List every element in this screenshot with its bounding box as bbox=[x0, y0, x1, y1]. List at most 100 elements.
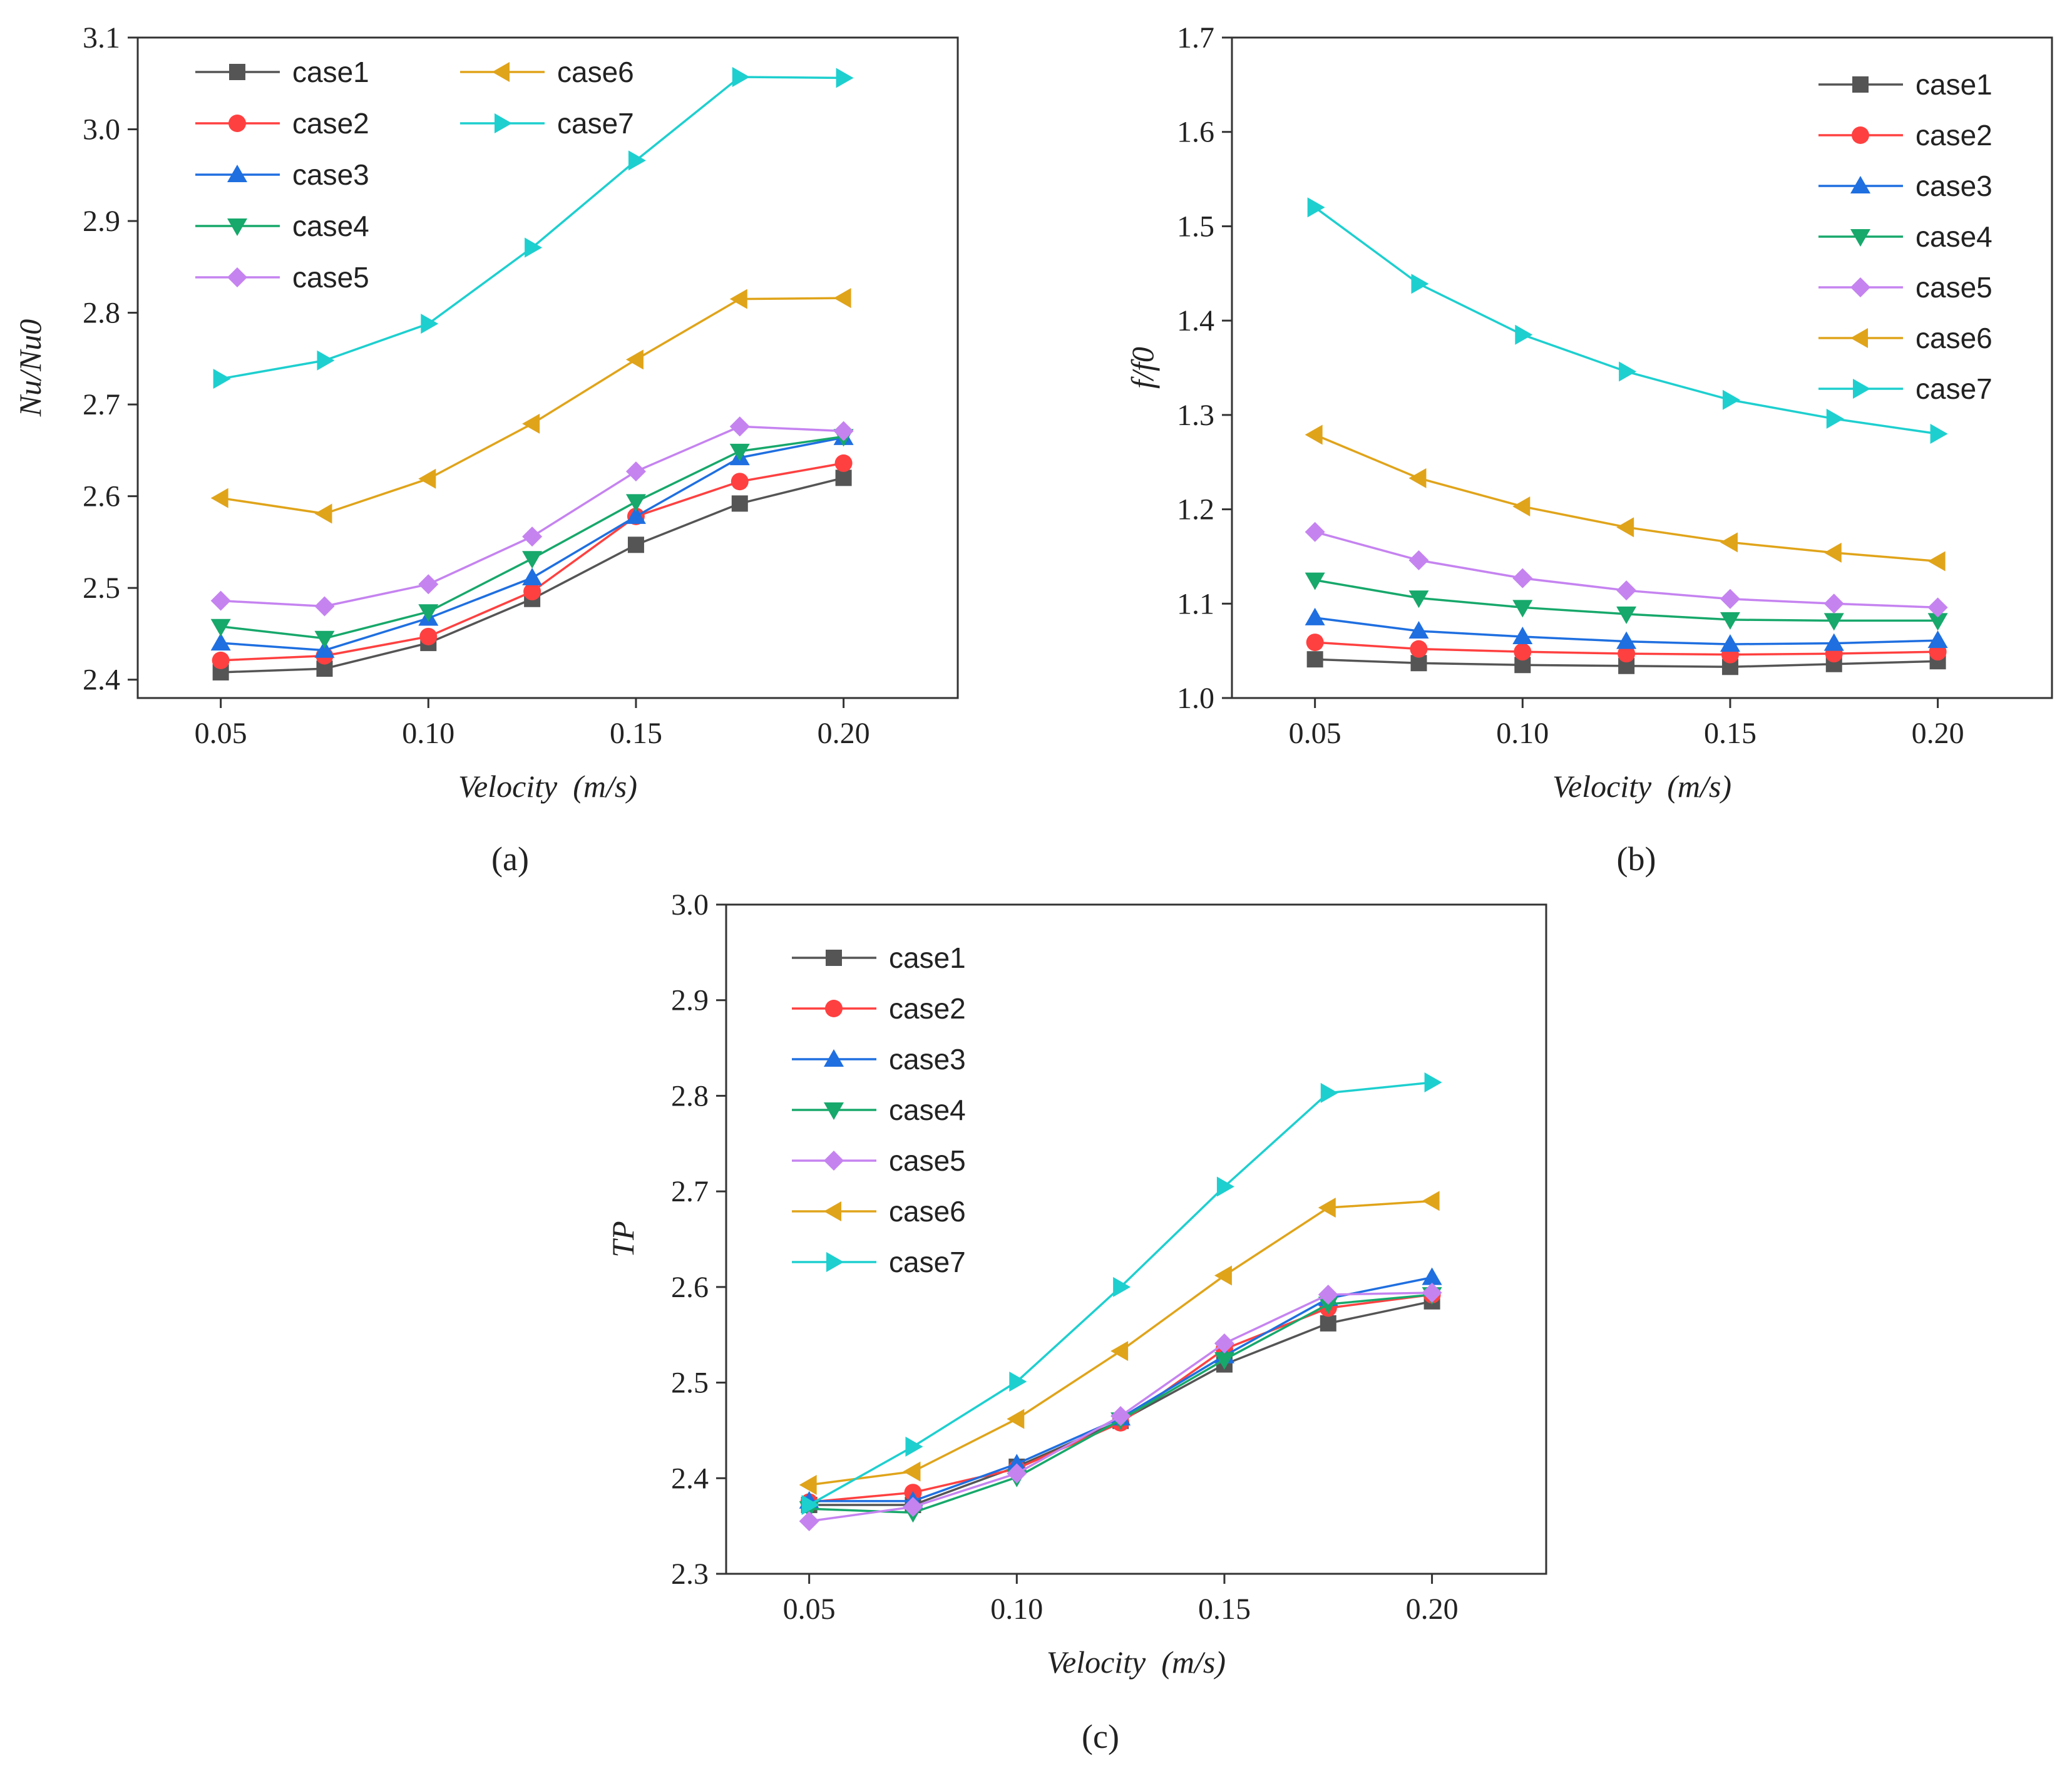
legend-label: case4 bbox=[292, 210, 369, 242]
data-point-case5 bbox=[1007, 1463, 1027, 1484]
panel-caption: (b) bbox=[1617, 840, 1656, 878]
data-point-case7 bbox=[213, 369, 231, 389]
legend-marker bbox=[227, 267, 247, 287]
legend-item-case5: case5 bbox=[195, 261, 369, 294]
y-tick-label: 1.0 bbox=[1177, 682, 1214, 715]
data-point-case6 bbox=[729, 289, 747, 309]
y-tick-label: 2.5 bbox=[671, 1367, 709, 1400]
data-point-case6 bbox=[1823, 542, 1842, 563]
y-tick-label: 2.7 bbox=[83, 388, 120, 421]
data-point-case6 bbox=[903, 1461, 921, 1482]
panel-caption: (c) bbox=[1082, 1718, 1119, 1755]
legend-item-case6: case6 bbox=[460, 56, 634, 88]
chart-panel-3: 2.3 2.4 2.5 2.6 2.7 2.8 2.9 3.0 0.05 0.10 0.15 0.20… bbox=[605, 888, 1547, 1755]
data-point-case4 bbox=[1616, 606, 1637, 624]
data-point-case5 bbox=[522, 526, 543, 547]
legend-item-case3: case3 bbox=[1818, 170, 1993, 202]
data-point-case5 bbox=[1305, 521, 1325, 542]
legend-label: case4 bbox=[1916, 220, 1993, 253]
legend-label: case6 bbox=[889, 1195, 966, 1228]
data-point-case4 bbox=[1927, 613, 1948, 631]
y-tick-label: 1.6 bbox=[1177, 116, 1214, 149]
legend-marker bbox=[826, 950, 842, 966]
data-point-case3 bbox=[1007, 1454, 1027, 1472]
series-case5 bbox=[799, 1283, 1442, 1532]
data-point-case7 bbox=[1307, 197, 1325, 218]
data-point-case5 bbox=[1214, 1333, 1234, 1353]
data-point-case6 bbox=[522, 413, 540, 434]
legend-marker bbox=[824, 1049, 844, 1067]
legend-label: case5 bbox=[889, 1144, 966, 1177]
data-point-case2 bbox=[1514, 643, 1532, 661]
panel-caption: (a) bbox=[491, 840, 529, 878]
y-tick-label: 2.8 bbox=[671, 1079, 709, 1112]
legend-item-case4: case4 bbox=[195, 210, 369, 242]
data-point-case4 bbox=[1318, 1296, 1338, 1315]
x-axis-title: Velocity (m/s) bbox=[1047, 1645, 1226, 1680]
series-case1 bbox=[1306, 651, 1946, 675]
series-case7 bbox=[213, 67, 854, 389]
x-tick-label: 0.05 bbox=[195, 717, 247, 750]
y-tick-label: 3.0 bbox=[671, 888, 709, 921]
legend: case1 case2 case3 case4 case5 case6 case7 bbox=[792, 942, 966, 1278]
data-point-case5 bbox=[210, 590, 231, 611]
legend-label: case1 bbox=[292, 56, 369, 88]
y-axis-title: TP bbox=[605, 1221, 640, 1257]
series-case4 bbox=[1305, 572, 1948, 631]
legend-marker bbox=[826, 1252, 844, 1272]
data-point-case6 bbox=[1422, 1191, 1440, 1211]
y-tick-label: 2.5 bbox=[83, 572, 120, 605]
data-point-case5 bbox=[314, 596, 335, 617]
legend-marker bbox=[824, 1151, 844, 1171]
data-point-case6 bbox=[1616, 517, 1634, 538]
series-line-case3 bbox=[809, 1276, 1432, 1502]
data-point-case6 bbox=[833, 288, 851, 309]
y-tick-label: 3.0 bbox=[83, 113, 120, 146]
legend-marker bbox=[227, 218, 247, 236]
legend-item-case1: case1 bbox=[195, 56, 369, 88]
data-point-case7 bbox=[628, 150, 646, 171]
data-point-case4 bbox=[314, 630, 335, 649]
series-line-case6 bbox=[809, 1199, 1432, 1486]
legend-item-case1: case1 bbox=[1818, 68, 1993, 101]
x-tick-label: 0.15 bbox=[610, 717, 662, 750]
legend-item-case2: case2 bbox=[1818, 119, 1993, 151]
legend-item-case7: case7 bbox=[460, 107, 634, 140]
legend-label: case5 bbox=[1916, 271, 1993, 304]
legend: case1 case2 case3 case4 case5 case6 case7 bbox=[195, 56, 634, 294]
data-point-case4 bbox=[729, 443, 750, 461]
x-tick-label: 0.10 bbox=[1496, 717, 1549, 750]
data-point-case5 bbox=[833, 421, 854, 441]
data-point-case4 bbox=[1720, 612, 1740, 630]
data-point-case1 bbox=[1306, 651, 1323, 668]
y-tick-label: 2.3 bbox=[671, 1558, 709, 1591]
data-point-case7 bbox=[1619, 361, 1637, 382]
data-point-case7 bbox=[317, 350, 335, 371]
data-point-case7 bbox=[905, 1436, 923, 1457]
data-point-case7 bbox=[1515, 324, 1533, 345]
data-point-case6 bbox=[799, 1474, 817, 1495]
legend-marker bbox=[227, 165, 247, 182]
legend-item-case3: case3 bbox=[195, 158, 369, 191]
data-point-case7 bbox=[1320, 1082, 1338, 1103]
legend-label: case3 bbox=[292, 158, 369, 191]
legend-label: case3 bbox=[889, 1043, 966, 1075]
legend-marker bbox=[824, 1102, 844, 1120]
legend-marker bbox=[1853, 379, 1870, 399]
data-point-case6 bbox=[1318, 1198, 1336, 1218]
series-case6 bbox=[210, 288, 851, 524]
data-point-case6 bbox=[1110, 1341, 1129, 1362]
data-point-case4 bbox=[522, 551, 543, 569]
series-case6 bbox=[799, 1191, 1440, 1495]
x-tick-label: 0.15 bbox=[1198, 1593, 1251, 1626]
data-point-case7 bbox=[1216, 1176, 1234, 1197]
legend-marker bbox=[1850, 328, 1868, 348]
legend-item-case5: case5 bbox=[1818, 271, 1993, 304]
legend-item-case4: case4 bbox=[792, 1094, 966, 1126]
series-case4 bbox=[210, 429, 854, 649]
y-tick-label: 1.7 bbox=[1177, 21, 1214, 54]
y-axis-title: Nu/Nu0 bbox=[13, 319, 48, 418]
legend-item-case2: case2 bbox=[195, 107, 369, 140]
x-tick-label: 0.10 bbox=[402, 717, 454, 750]
series-case5 bbox=[210, 416, 854, 617]
